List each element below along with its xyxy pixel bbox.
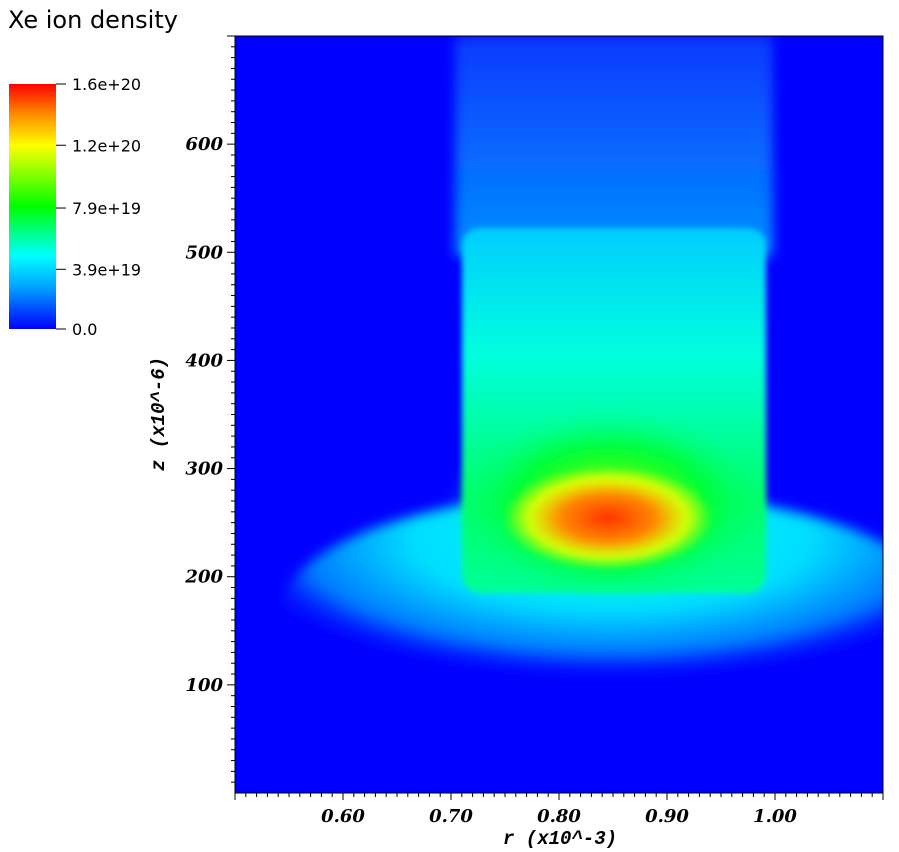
plot-title: Xe ion density <box>8 6 178 34</box>
colorbar-tick-label: 7.9e+19 <box>72 199 141 218</box>
y-axis-label: z (x10^-6) <box>148 357 170 471</box>
x-axis-label: r (x10^-3) <box>503 828 617 850</box>
upper-channel-region <box>455 36 773 256</box>
colorbar-tick-label: 3.9e+19 <box>72 260 141 279</box>
density-heatmap <box>235 36 883 793</box>
x-tick-label: 0.90 <box>645 806 689 827</box>
x-tick-label: 0.70 <box>429 806 473 827</box>
colorbar <box>9 84 56 329</box>
y-tick-label: 600 <box>185 134 223 155</box>
x-axis: 0.60 0.70 0.80 0.90 1.00 <box>234 793 884 827</box>
y-tick-label: 100 <box>185 675 223 696</box>
y-axis: 600 500 400 300 200 100 <box>184 35 235 783</box>
peak-region <box>503 466 713 570</box>
x-tick-label: 0.60 <box>321 806 365 827</box>
y-tick-label: 200 <box>184 567 223 588</box>
colorbar-tick-label: 1.6e+20 <box>72 75 141 94</box>
x-tick-label: 1.00 <box>753 806 797 827</box>
y-tick-label: 300 <box>185 459 223 480</box>
colorbar-tick-label: 1.2e+20 <box>72 136 141 155</box>
y-tick-label: 400 <box>185 350 223 371</box>
colorbar-tick-label: 0.0 <box>72 320 97 339</box>
colorbar-ticks: 1.6e+20 1.2e+20 7.9e+19 3.9e+19 0.0 <box>56 75 141 339</box>
x-tick-label: 0.80 <box>537 806 581 827</box>
y-tick-label: 500 <box>185 242 223 263</box>
